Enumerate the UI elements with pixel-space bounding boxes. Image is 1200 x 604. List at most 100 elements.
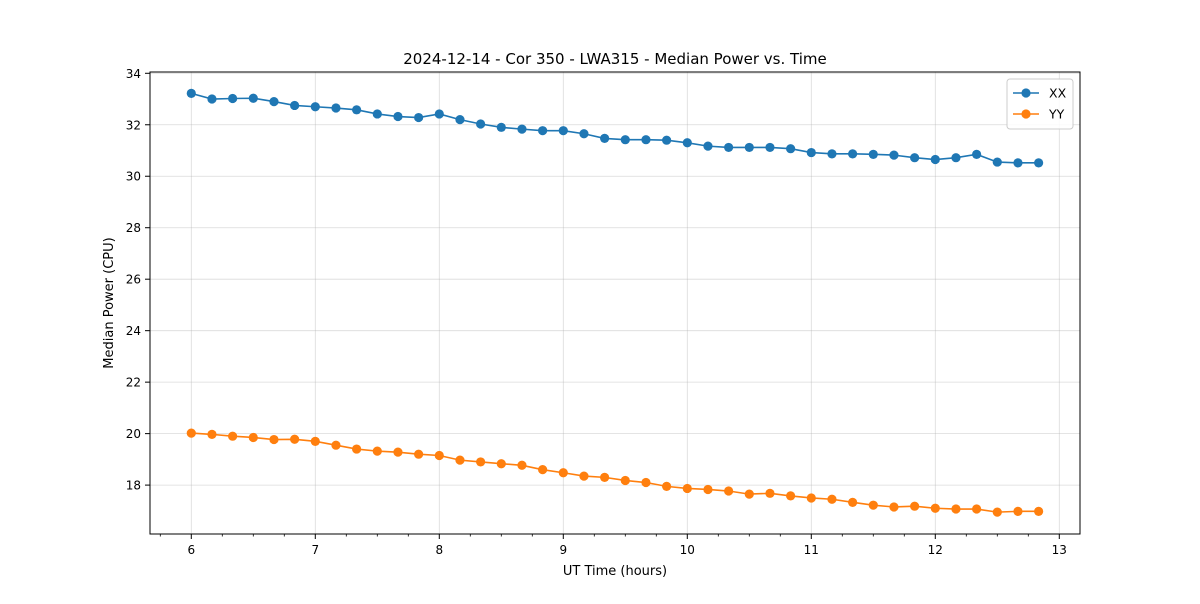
data-point-yy bbox=[600, 472, 610, 482]
data-point-xx bbox=[476, 119, 486, 129]
data-point-yy bbox=[579, 471, 589, 481]
x-tick-label: 6 bbox=[187, 543, 195, 557]
data-point-yy bbox=[724, 486, 734, 496]
data-point-xx bbox=[496, 122, 506, 132]
y-tick-label: 34 bbox=[126, 67, 141, 81]
data-point-yy bbox=[372, 446, 382, 456]
data-point-xx bbox=[414, 112, 424, 123]
legend-marker-xx bbox=[1021, 88, 1031, 98]
data-point-xx bbox=[558, 126, 568, 136]
data-point-yy bbox=[393, 447, 403, 457]
x-tick-label: 7 bbox=[311, 543, 319, 557]
data-point-xx bbox=[620, 135, 630, 145]
data-point-yy bbox=[786, 491, 796, 501]
data-point-xx bbox=[1034, 158, 1044, 168]
data-point-xx bbox=[806, 147, 816, 158]
series-xx bbox=[186, 88, 1044, 168]
data-point-xx bbox=[579, 129, 589, 139]
y-tick-label: 22 bbox=[126, 376, 141, 390]
series-layer bbox=[186, 88, 1044, 517]
data-point-yy bbox=[186, 428, 196, 438]
data-point-yy bbox=[765, 488, 775, 498]
x-tick-label: 11 bbox=[804, 543, 819, 557]
data-point-yy bbox=[641, 477, 651, 488]
data-point-yy bbox=[538, 465, 548, 475]
data-point-yy bbox=[310, 436, 320, 446]
data-point-yy bbox=[496, 459, 506, 469]
data-point-yy bbox=[414, 449, 424, 459]
data-point-xx bbox=[517, 124, 527, 134]
series-yy bbox=[186, 428, 1044, 517]
data-point-yy bbox=[352, 444, 362, 454]
x-axis-label: UT Time (hours) bbox=[563, 564, 667, 579]
data-point-xx bbox=[352, 105, 362, 115]
data-point-xx bbox=[910, 153, 920, 163]
y-tick-label: 32 bbox=[126, 118, 141, 132]
data-point-yy bbox=[992, 507, 1002, 517]
data-point-xx bbox=[889, 150, 899, 160]
x-tick-label: 8 bbox=[435, 543, 443, 557]
data-point-yy bbox=[806, 493, 816, 503]
x-tick-label: 9 bbox=[559, 543, 567, 557]
y-tick-label: 24 bbox=[126, 324, 141, 338]
data-point-xx bbox=[538, 126, 548, 136]
data-point-yy bbox=[827, 494, 837, 504]
data-point-xx bbox=[434, 109, 444, 119]
y-tick-label: 30 bbox=[126, 170, 141, 184]
data-point-yy bbox=[703, 484, 713, 495]
grid bbox=[150, 72, 1080, 534]
data-point-xx bbox=[765, 142, 775, 153]
legend-marker-yy bbox=[1021, 109, 1031, 119]
data-point-yy bbox=[662, 481, 672, 491]
data-point-xx bbox=[930, 154, 940, 165]
y-tick-label: 28 bbox=[126, 221, 141, 235]
x-axis: 6 7 8 9 10 11 12 13 bbox=[159, 534, 1067, 557]
data-point-xx bbox=[744, 142, 754, 153]
x-tick-label: 13 bbox=[1052, 543, 1067, 557]
data-point-yy bbox=[290, 434, 300, 444]
legend-label: XX bbox=[1049, 86, 1067, 101]
data-point-xx bbox=[331, 103, 341, 113]
data-point-yy bbox=[331, 440, 341, 450]
data-point-yy bbox=[744, 489, 754, 499]
data-point-xx bbox=[827, 149, 837, 159]
data-point-yy bbox=[248, 432, 258, 443]
data-point-yy bbox=[1034, 506, 1044, 516]
data-point-yy bbox=[620, 475, 630, 486]
data-point-xx bbox=[992, 157, 1002, 167]
data-point-yy bbox=[910, 501, 920, 511]
data-point-xx bbox=[600, 133, 610, 144]
data-point-yy bbox=[228, 431, 238, 441]
data-point-xx bbox=[269, 96, 279, 107]
data-point-yy bbox=[558, 468, 568, 478]
y-tick-label: 20 bbox=[126, 427, 141, 441]
data-point-xx bbox=[393, 111, 403, 122]
legend-item-xx: XX bbox=[1013, 86, 1067, 101]
data-point-xx bbox=[290, 100, 300, 111]
data-point-xx bbox=[1013, 158, 1023, 168]
data-point-xx bbox=[682, 138, 692, 148]
data-point-yy bbox=[972, 504, 982, 514]
y-axis: 18 20 22 24 26 28 30 32 34 bbox=[126, 67, 150, 493]
legend-label: YY bbox=[1048, 107, 1065, 122]
data-point-yy bbox=[434, 450, 444, 461]
data-point-xx bbox=[186, 88, 196, 98]
data-point-xx bbox=[724, 142, 734, 153]
data-point-yy bbox=[517, 460, 527, 470]
data-point-xx bbox=[972, 149, 982, 159]
data-point-xx bbox=[703, 141, 713, 151]
chart-title: 2024-12-14 - Cor 350 - LWA315 - Median P… bbox=[403, 50, 827, 68]
data-point-yy bbox=[889, 502, 899, 512]
data-point-xx bbox=[868, 149, 878, 159]
data-point-yy bbox=[682, 483, 692, 494]
data-point-yy bbox=[868, 500, 878, 510]
data-point-yy bbox=[848, 497, 858, 507]
data-point-xx bbox=[248, 93, 258, 103]
plot-frame bbox=[149, 71, 1081, 535]
data-point-xx bbox=[228, 93, 238, 104]
y-axis-label: Median Power (CPU) bbox=[102, 237, 117, 368]
y-tick-label: 26 bbox=[126, 273, 141, 287]
